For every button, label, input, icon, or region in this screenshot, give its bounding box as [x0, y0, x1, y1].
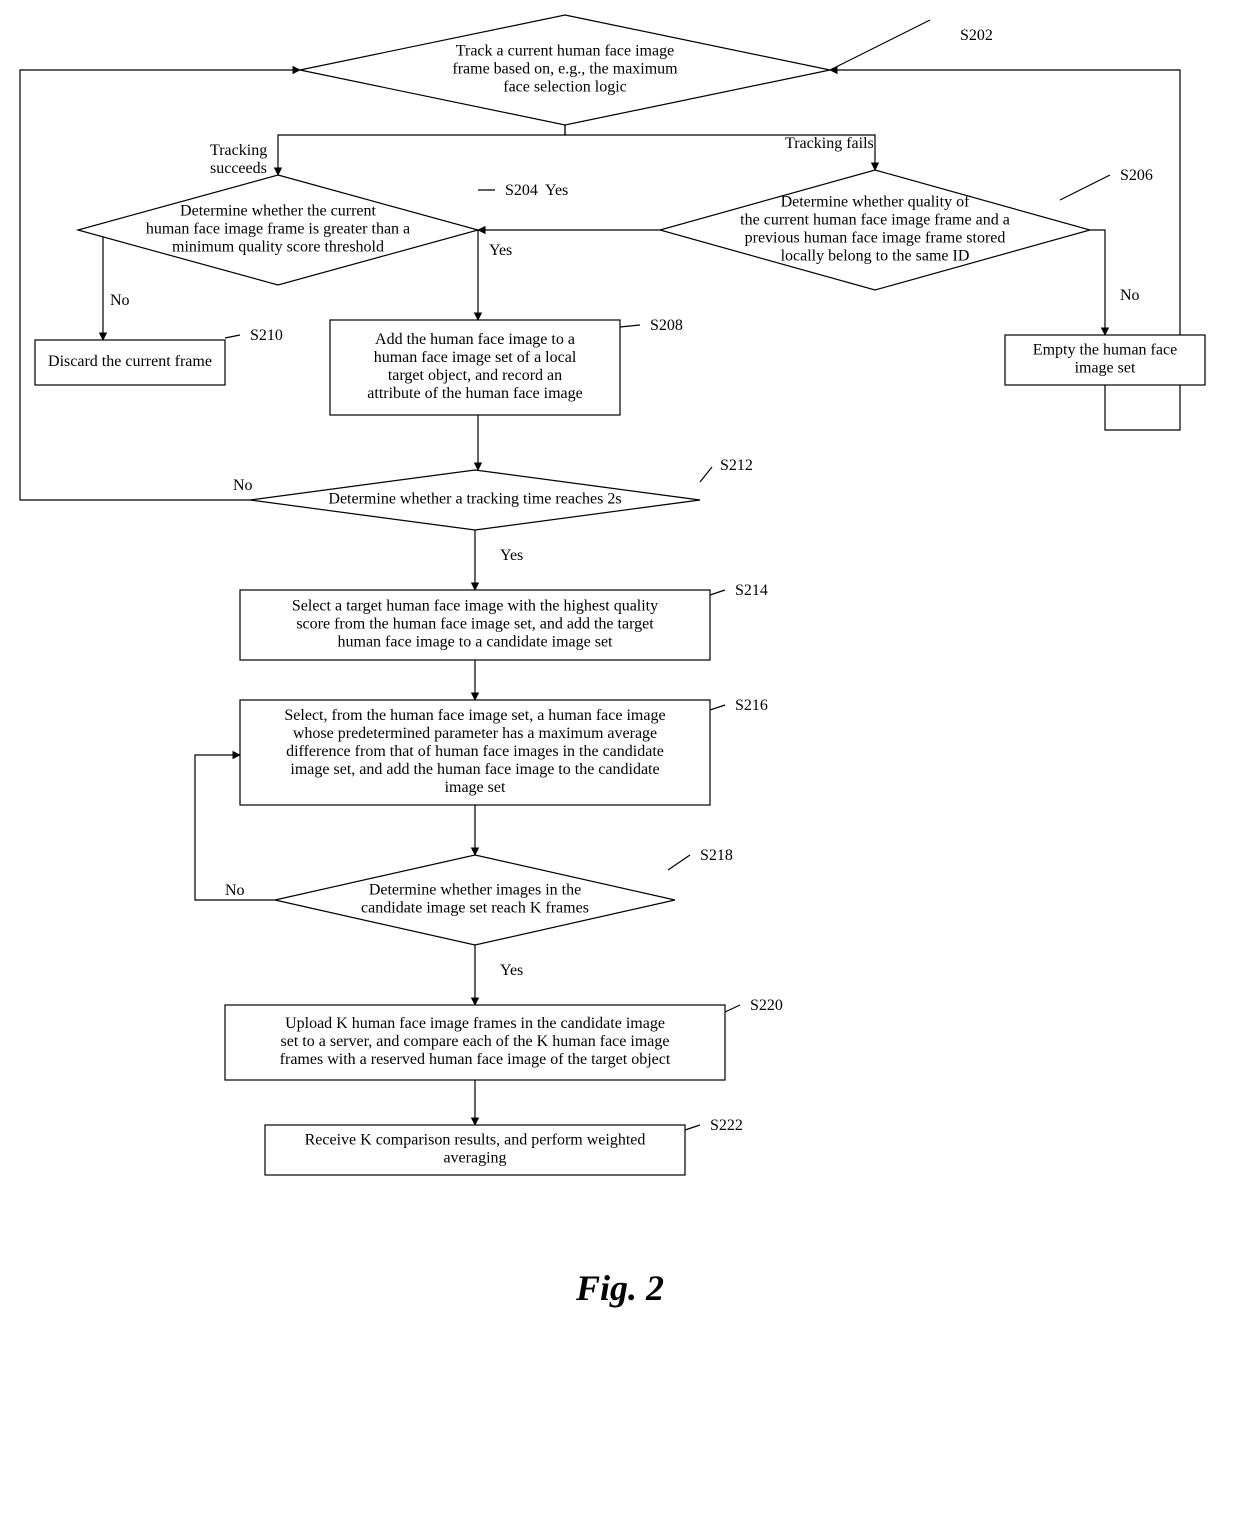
svg-text:Track a current human face ima: Track a current human face image: [456, 43, 674, 60]
svg-text:Determine whether a tracking t: Determine whether a tracking time reache…: [328, 491, 621, 508]
node-s214: Select a target human face image with th…: [240, 582, 768, 660]
step-label-s216: S216: [735, 697, 768, 714]
svg-text:frame based on, e.g., the maxi: frame based on, e.g., the maximum: [452, 61, 678, 78]
svg-text:target object, and record an: target object, and record an: [388, 367, 562, 384]
edge-15: [830, 20, 930, 70]
svg-text:set to a server, and compare e: set to a server, and compare each of the…: [281, 1033, 670, 1050]
edge-18: [225, 335, 240, 338]
node-s218: Determine whether images in thecandidate…: [275, 847, 733, 945]
svg-text:difference from that of human: difference from that of human face image…: [286, 743, 664, 760]
edge-23: [668, 855, 690, 870]
edge-label-tracking_succeeds: Tracking: [210, 142, 267, 159]
node-s212: Determine whether a tracking time reache…: [250, 457, 753, 530]
edge-label-s204_yes: Yes: [545, 182, 568, 199]
svg-text:minimum quality score threshol: minimum quality score threshold: [172, 239, 384, 256]
edge-25: [685, 1125, 700, 1130]
svg-text:Select a target human face ima: Select a target human face image with th…: [292, 598, 658, 615]
svg-text:image set: image set: [1075, 360, 1136, 377]
edge-22: [710, 705, 725, 710]
node-s206: Determine whether quality ofthe current …: [660, 167, 1153, 290]
edge-label-tracking_succeeds: succeeds: [210, 160, 267, 177]
svg-text:Receive K comparison results,: Receive K comparison results, and perfor…: [305, 1132, 646, 1149]
edge-5: [1090, 230, 1105, 335]
nodes: Track a current human face imageframe ba…: [35, 15, 1205, 1175]
step-label-s222: S222: [710, 1117, 743, 1134]
step-label-s202: S202: [960, 27, 993, 44]
svg-text:Discard the current frame: Discard the current frame: [48, 353, 212, 370]
edge-20: [700, 467, 712, 482]
node-empty: Empty the human faceimage set: [1005, 335, 1205, 385]
svg-text:frames with a reserved human f: frames with a reserved human face image …: [280, 1051, 671, 1068]
svg-text:Determine whether images in th: Determine whether images in the: [369, 882, 581, 899]
svg-text:locally belong to the same ID: locally belong to the same ID: [781, 248, 970, 265]
svg-text:candidate image set reach K fr: candidate image set reach K frames: [361, 900, 589, 917]
step-label-s204: S204: [505, 182, 538, 199]
edges: [20, 20, 1180, 1130]
edge-label-s206_yes: Yes: [489, 242, 512, 259]
svg-text:Determine whether quality of: Determine whether quality of: [781, 194, 970, 211]
edge-label-s206_no: No: [1120, 287, 1140, 304]
node-s216: Select, from the human face image set, a…: [240, 697, 768, 805]
svg-text:averaging: averaging: [443, 1150, 506, 1167]
edge-label-tracking_fails: Tracking fails: [785, 135, 874, 152]
svg-text:Determine whether the current: Determine whether the current: [180, 203, 376, 220]
svg-text:image set: image set: [445, 779, 506, 796]
svg-text:whose predetermined parameter: whose predetermined parameter has a maxi…: [293, 725, 657, 742]
node-s204: Determine whether the currenthuman face …: [78, 175, 538, 285]
node-s222: Receive K comparison results, and perfor…: [265, 1117, 743, 1175]
edge-label-s218_no: No: [225, 882, 245, 899]
edge-19: [620, 325, 640, 327]
step-label-s220: S220: [750, 997, 783, 1014]
svg-text:attribute of the human face im: attribute of the human face image: [367, 385, 582, 402]
svg-text:human face image to a candidat: human face image to a candidate image se…: [338, 634, 614, 651]
edge-24: [725, 1005, 740, 1012]
node-s210: Discard the current frame S210: [35, 327, 283, 385]
edge-21: [710, 590, 725, 595]
svg-text:human face image frame is grea: human face image frame is greater than a: [146, 221, 410, 238]
svg-text:the current human face image f: the current human face image frame and a: [740, 212, 1010, 229]
svg-text:image set, and add the human f: image set, and add the human face image …: [290, 761, 659, 778]
step-label-s214: S214: [735, 582, 768, 599]
edge-4: [78, 230, 103, 340]
node-s220: Upload K human face image frames in the …: [225, 997, 783, 1080]
svg-text:Add the human face image to a: Add the human face image to a: [375, 331, 575, 348]
edge-label-s204_no: No: [110, 292, 130, 309]
edge-0: [278, 125, 565, 175]
flowchart-canvas: Track a current human face imageframe ba…: [0, 0, 1240, 1540]
step-label-s212: S212: [720, 457, 753, 474]
step-label-s210: S210: [250, 327, 283, 344]
svg-text:Empty the human face: Empty the human face: [1033, 342, 1177, 359]
edge-17: [1060, 175, 1110, 200]
svg-text:human face image set of a loca: human face image set of a local: [374, 349, 577, 366]
edge-label-s218_yes: Yes: [500, 962, 523, 979]
svg-text:previous human face image fram: previous human face image frame stored: [745, 230, 1006, 247]
svg-text:Select, from the human face im: Select, from the human face image set, a…: [284, 707, 665, 724]
svg-text:Upload K human face image fram: Upload K human face image frames in the …: [285, 1015, 665, 1032]
svg-text:score from the human face imag: score from the human face image set, and…: [296, 616, 654, 633]
step-label-s208: S208: [650, 317, 683, 334]
edge-7: [20, 70, 300, 500]
svg-text:face selection logic: face selection logic: [503, 79, 627, 96]
figure-caption: Fig. 2: [575, 1268, 664, 1308]
edge-label-s212_yes: Yes: [500, 547, 523, 564]
node-s208: Add the human face image to ahuman face …: [330, 317, 683, 415]
edge-label-s212_no: No: [233, 477, 253, 494]
step-label-s218: S218: [700, 847, 733, 864]
step-label-s206: S206: [1120, 167, 1153, 184]
